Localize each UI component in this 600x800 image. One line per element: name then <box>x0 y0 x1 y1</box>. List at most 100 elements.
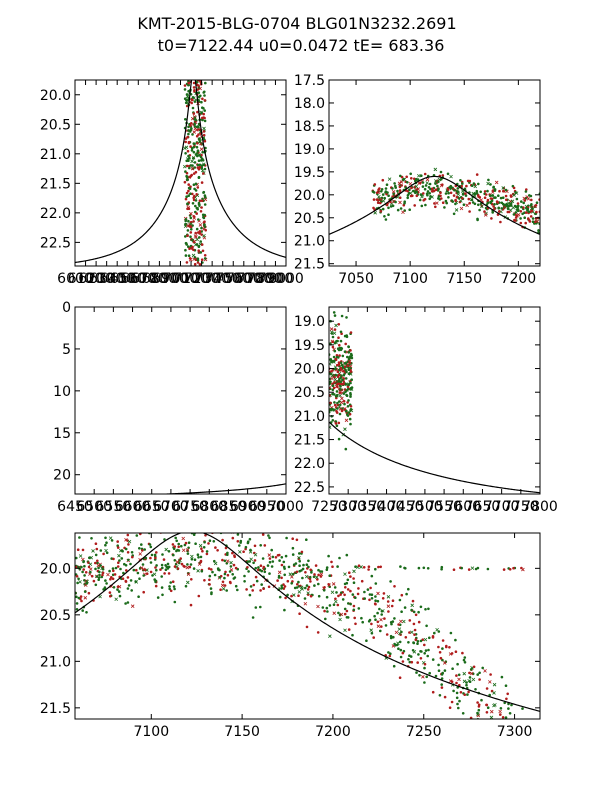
data-point <box>337 373 341 377</box>
data-point <box>448 652 453 656</box>
data-point <box>126 551 130 554</box>
data-point <box>333 341 337 345</box>
data-point <box>390 604 394 608</box>
data-point <box>349 367 353 370</box>
data-point <box>200 547 203 550</box>
data-point <box>399 655 403 659</box>
data-point <box>379 565 383 569</box>
data-point <box>339 366 343 370</box>
data-point <box>100 566 104 571</box>
data-point <box>342 298 345 301</box>
data-point <box>112 569 115 573</box>
data-point <box>179 557 182 560</box>
data-point <box>389 634 393 638</box>
data-point <box>135 568 138 572</box>
data-point <box>199 110 203 115</box>
data-point <box>499 713 502 716</box>
data-point <box>207 530 210 533</box>
data-point <box>367 620 371 623</box>
data-point <box>458 699 461 703</box>
data-point <box>480 204 484 208</box>
data-point <box>372 198 376 201</box>
data-point <box>333 328 337 331</box>
data-point <box>400 610 403 613</box>
x-tick-label: 6650 <box>134 499 170 515</box>
y-tick-label: 21.5 <box>294 433 325 449</box>
data-point <box>198 263 202 266</box>
data-point <box>190 101 193 105</box>
data-point <box>249 548 252 552</box>
data-point <box>305 538 308 541</box>
data-point <box>192 142 196 145</box>
data-point <box>333 349 337 353</box>
x-tick-label: 7300 <box>497 724 533 740</box>
data-point <box>108 569 111 573</box>
data-point <box>494 723 497 726</box>
data-point <box>378 197 383 202</box>
data-points-group <box>371 167 540 235</box>
data-point <box>214 546 217 549</box>
data-point <box>169 529 172 532</box>
data-point <box>282 560 286 564</box>
data-point <box>126 533 130 537</box>
data-point <box>370 631 374 635</box>
data-point <box>189 563 193 566</box>
data-point <box>467 690 470 694</box>
data-point <box>514 216 518 219</box>
data-point <box>505 198 508 202</box>
data-point <box>337 363 341 366</box>
data-point <box>345 616 349 619</box>
data-point <box>468 179 472 183</box>
data-point <box>203 225 207 229</box>
data-point <box>425 675 429 679</box>
data-point <box>192 115 197 119</box>
data-point <box>187 125 190 129</box>
data-point <box>349 405 353 408</box>
data-point <box>199 240 202 243</box>
data-point <box>508 712 512 715</box>
data-point <box>159 568 162 571</box>
data-point <box>280 556 284 559</box>
data-point <box>167 550 171 553</box>
data-point <box>343 607 347 611</box>
data-point <box>431 690 435 694</box>
data-point <box>524 190 528 193</box>
data-point <box>369 628 373 632</box>
data-point <box>221 558 224 562</box>
data-point <box>204 81 207 85</box>
data-point <box>341 354 345 358</box>
y-tick-label: 20.5 <box>294 211 325 227</box>
data-point <box>189 124 192 127</box>
data-point <box>471 201 475 204</box>
data-point <box>97 576 101 579</box>
data-point <box>338 346 342 350</box>
data-point <box>421 181 425 184</box>
data-point <box>314 575 319 579</box>
data-point <box>191 106 195 110</box>
data-point <box>348 355 352 359</box>
data-point <box>198 86 202 91</box>
data-point <box>153 578 156 581</box>
data-point <box>386 600 390 603</box>
data-point <box>341 368 346 373</box>
data-point <box>331 582 336 586</box>
data-point <box>76 548 80 551</box>
data-point <box>243 580 246 583</box>
data-point <box>85 582 89 585</box>
data-point <box>469 671 474 676</box>
data-point <box>348 417 352 421</box>
data-point <box>408 208 412 211</box>
data-point <box>75 595 78 599</box>
data-point <box>197 249 200 252</box>
data-point <box>419 657 423 660</box>
y-tick-label: 22.5 <box>40 235 71 251</box>
data-point <box>124 547 128 551</box>
data-point <box>437 195 441 198</box>
data-point <box>489 200 492 204</box>
data-point <box>407 658 410 661</box>
data-point <box>409 655 413 658</box>
data-point <box>462 679 467 684</box>
data-point <box>361 620 365 624</box>
data-point <box>445 644 448 648</box>
data-point <box>155 564 158 567</box>
